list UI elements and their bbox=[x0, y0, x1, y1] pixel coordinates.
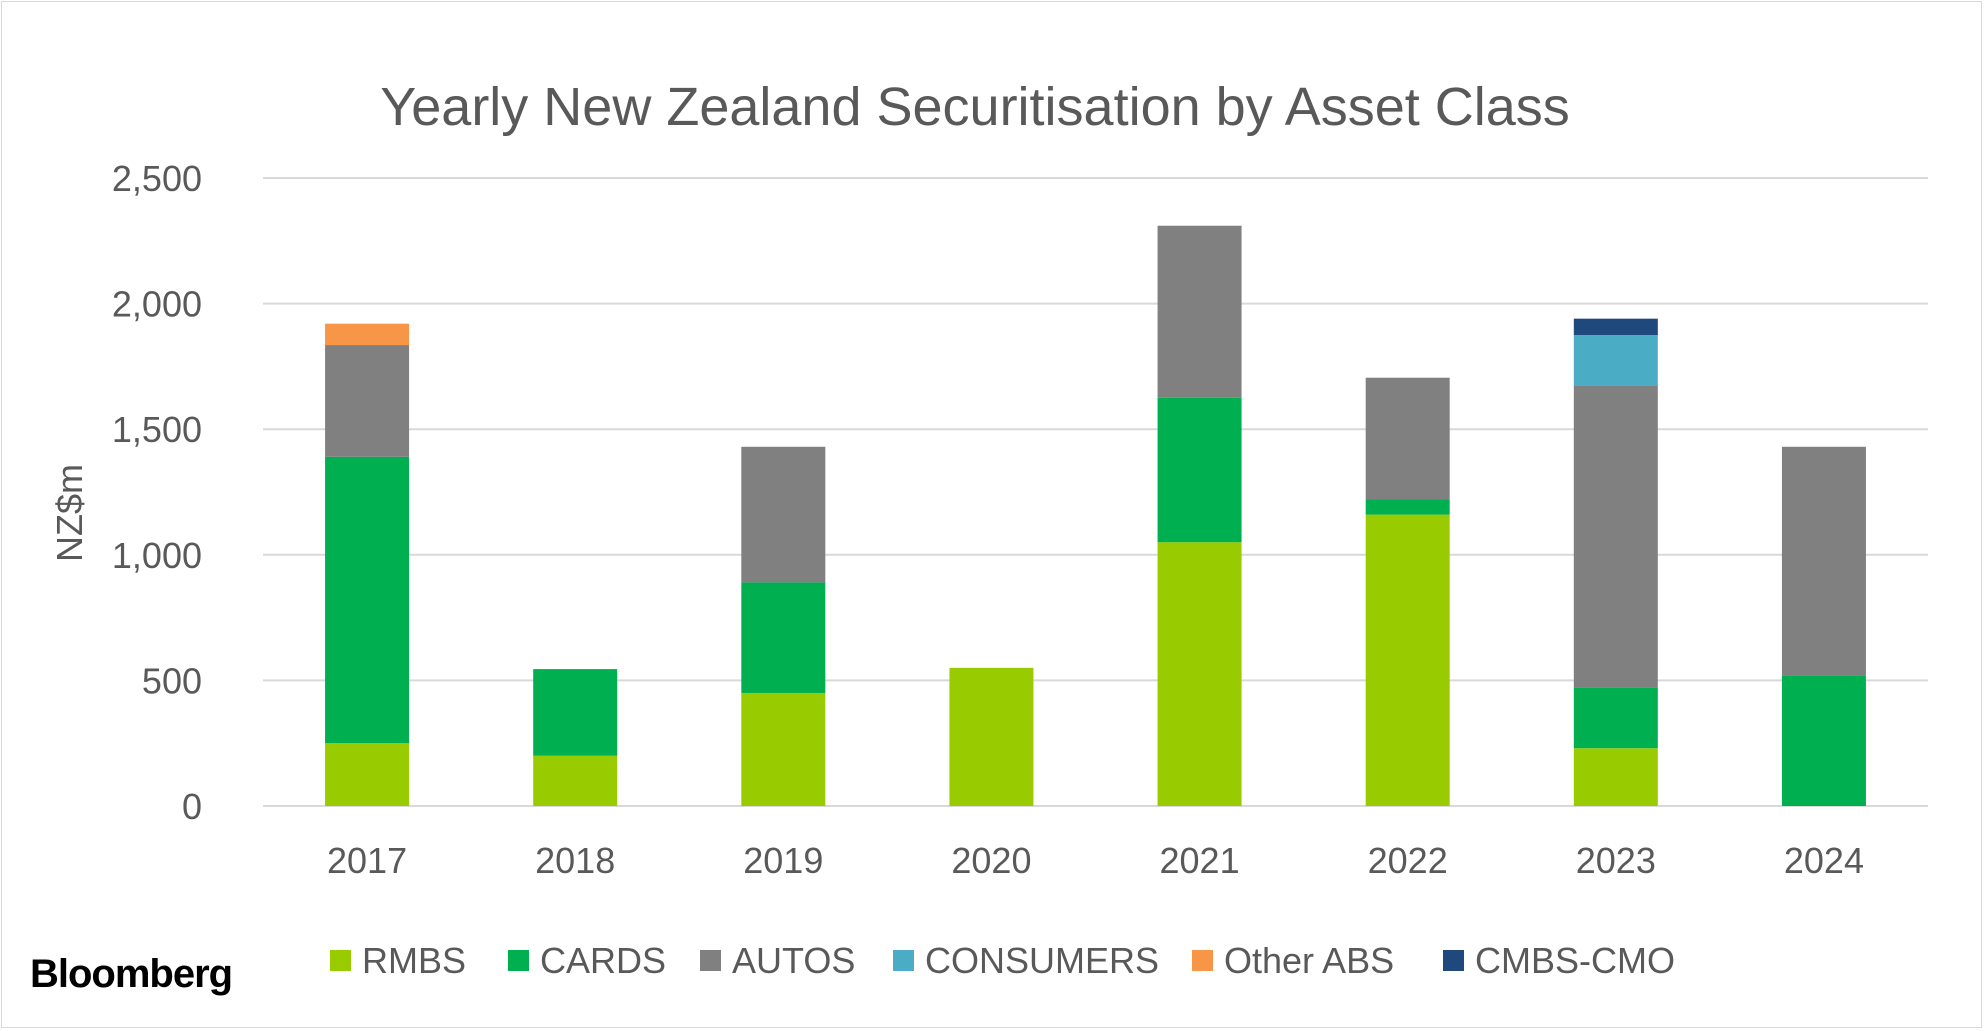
bar-segment-rmbs bbox=[325, 743, 410, 806]
bar-segment-autos bbox=[1157, 225, 1242, 398]
legend-swatch bbox=[1192, 950, 1213, 971]
legend-label: CONSUMERS bbox=[925, 940, 1159, 981]
legend-label: AUTOS bbox=[732, 940, 855, 981]
bar-segment-rmbs bbox=[1573, 748, 1658, 806]
y-tick-label: 0 bbox=[182, 786, 202, 827]
x-tick-labels: 2017 2018 2019 2020 2021 2022 2023 2024 bbox=[327, 840, 1864, 881]
legend-label: Other ABS bbox=[1224, 940, 1394, 981]
bar-segment-cards bbox=[533, 669, 618, 756]
legend-label: CARDS bbox=[540, 940, 666, 981]
bar-segment-cmbs-cmo bbox=[1573, 318, 1658, 335]
legend-swatch bbox=[508, 950, 529, 971]
y-tick-label: 1,000 bbox=[112, 535, 202, 576]
bar-segment-cards bbox=[1365, 499, 1450, 515]
legend-item: Other ABS bbox=[1192, 940, 1394, 981]
x-tick-label: 2022 bbox=[1368, 840, 1448, 881]
legend-item: CARDS bbox=[508, 940, 666, 981]
bar-segment-rmbs bbox=[949, 667, 1034, 806]
bar-segment-rmbs bbox=[1157, 542, 1242, 806]
bar-segment-autos bbox=[1365, 377, 1450, 500]
y-tick-label: 2,500 bbox=[112, 158, 202, 199]
bar-segment-rmbs bbox=[533, 755, 618, 806]
x-tick-label: 2018 bbox=[535, 840, 615, 881]
legend-label: RMBS bbox=[362, 940, 466, 981]
y-axis-label: NZ$m bbox=[49, 464, 90, 562]
legend-swatch bbox=[893, 950, 914, 971]
x-tick-label: 2017 bbox=[327, 840, 407, 881]
bars bbox=[325, 225, 1866, 806]
bar-segment-cards bbox=[741, 582, 826, 693]
bar-segment-autos bbox=[741, 446, 826, 583]
legend-label: CMBS-CMO bbox=[1475, 940, 1675, 981]
x-tick-label: 2019 bbox=[743, 840, 823, 881]
bar-segment-rmbs bbox=[741, 692, 826, 806]
bar-segment-autos bbox=[1573, 385, 1658, 688]
legend-swatch bbox=[330, 950, 351, 971]
legend-item: RMBS bbox=[330, 940, 466, 981]
legend-item: CMBS-CMO bbox=[1443, 940, 1675, 981]
legend-item: CONSUMERS bbox=[893, 940, 1159, 981]
legend-item: AUTOS bbox=[700, 940, 855, 981]
bar-segment-cards bbox=[1573, 687, 1658, 749]
bar-segment-cards bbox=[325, 456, 410, 744]
y-tick-labels: 0 500 1,000 1,500 2,000 2,500 bbox=[112, 158, 202, 827]
y-tick-label: 2,000 bbox=[112, 284, 202, 325]
bloomberg-logo: Bloomberg bbox=[30, 952, 233, 996]
y-tick-label: 500 bbox=[142, 660, 202, 701]
bar-segment-cards bbox=[1157, 397, 1242, 543]
legend-swatch bbox=[1443, 950, 1464, 971]
y-tick-label: 1,500 bbox=[112, 409, 202, 450]
bar-segment-other-abs bbox=[325, 323, 410, 346]
bar-segment-autos bbox=[325, 345, 410, 457]
x-tick-label: 2021 bbox=[1160, 840, 1240, 881]
bar-segment-cards bbox=[1781, 675, 1866, 806]
bar-segment-rmbs bbox=[1365, 514, 1450, 806]
x-tick-label: 2023 bbox=[1576, 840, 1656, 881]
x-tick-label: 2020 bbox=[951, 840, 1031, 881]
x-tick-label: 2024 bbox=[1784, 840, 1864, 881]
bar-segment-consumers bbox=[1573, 335, 1658, 386]
legend-swatch bbox=[700, 950, 721, 971]
legend: RMBS CARDS AUTOS CONSUMERS Other ABS CMBS-CMO bbox=[330, 940, 1675, 981]
bar-segment-autos bbox=[1781, 446, 1866, 676]
gridlines bbox=[263, 177, 1928, 807]
chart-title: Yearly New Zealand Securitisation by Ass… bbox=[380, 77, 1570, 137]
